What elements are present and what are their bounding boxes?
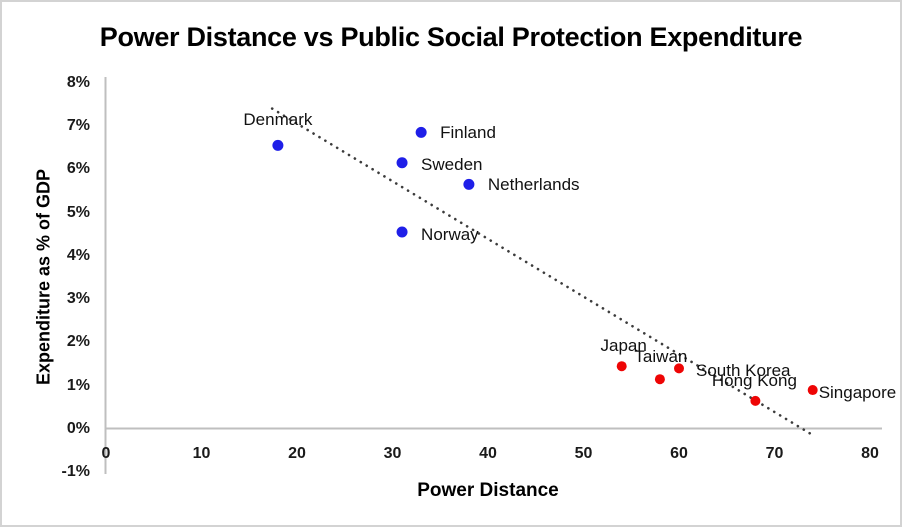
- x-tick-label: 0: [101, 445, 111, 462]
- x-tick-label: 30: [383, 445, 402, 462]
- point-label-netherlands: Netherlands: [487, 175, 580, 195]
- point-label-finland: Finland: [440, 123, 496, 143]
- x-tick-label: 80: [861, 445, 879, 462]
- data-point-hong-kong: [750, 395, 761, 406]
- y-tick-label: -1%: [61, 463, 90, 481]
- x-tick-label: 50: [574, 445, 593, 462]
- chart-title: Power Distance vs Public Social Protecti…: [99, 22, 803, 52]
- x-tick-label: 70: [765, 445, 784, 462]
- point-label-norway: Norway: [421, 224, 479, 244]
- data-point-singapore: [807, 385, 818, 396]
- point-label-taiwan: Taiwan: [634, 347, 688, 367]
- y-tick-label: 5%: [66, 203, 90, 221]
- y-tick-label: 0%: [66, 420, 90, 437]
- y-tick-label: 4%: [66, 246, 90, 264]
- y-tick-label: 1%: [66, 376, 90, 394]
- y-tick-label: 3%: [66, 290, 90, 308]
- point-label-singapore: Singapore: [818, 383, 897, 403]
- data-point-sweden: [396, 157, 408, 169]
- trendline: [270, 107, 812, 435]
- point-label-japan: Japan: [600, 336, 647, 356]
- data-point-south-korea: [674, 363, 684, 374]
- x-axis-title: Power Distance: [417, 480, 559, 501]
- point-label-denmark: Denmark: [243, 110, 313, 130]
- y-tick-label: 6%: [66, 160, 90, 178]
- y-tick-label: 2%: [66, 333, 90, 351]
- x-tick-label: 60: [670, 445, 688, 462]
- point-label-south-korea: South Korea: [696, 361, 791, 381]
- x-tick-label: 10: [192, 445, 211, 462]
- y-tick-label: 7%: [66, 116, 90, 134]
- point-label-sweden: Sweden: [421, 154, 483, 174]
- x-tick-label: 40: [479, 445, 497, 462]
- data-point-norway: [396, 226, 408, 238]
- data-point-denmark: [272, 139, 284, 151]
- x-tick-label: 20: [288, 445, 306, 462]
- data-point-taiwan: [654, 374, 665, 385]
- point-label-hong-kong: Hong Kong: [711, 370, 797, 390]
- data-point-japan: [616, 361, 627, 372]
- y-axis-title: Expenditure as % of GDP: [33, 168, 54, 386]
- y-tick-label: 8%: [66, 73, 90, 91]
- data-point-finland: [415, 126, 427, 138]
- data-point-netherlands: [463, 178, 475, 190]
